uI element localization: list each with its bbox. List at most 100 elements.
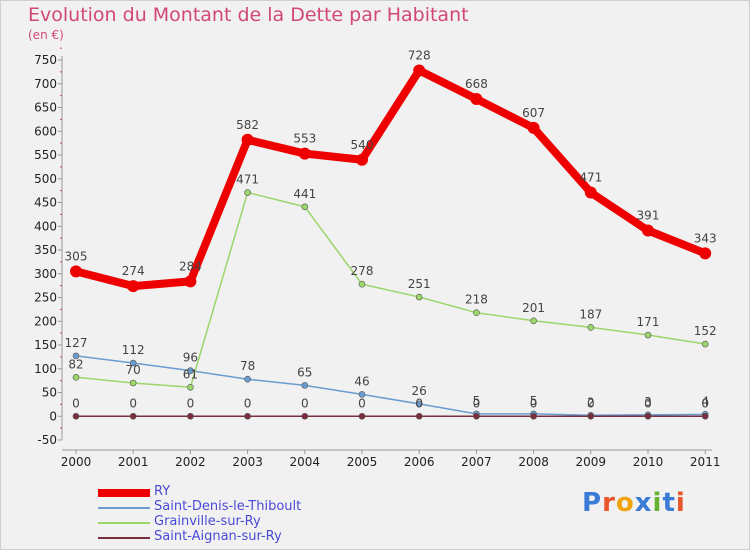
data-point (129, 359, 137, 367)
data-label: 607 (522, 106, 545, 120)
data-point (241, 133, 254, 146)
x-tick-label: 2007 (461, 455, 492, 469)
data-point (527, 121, 540, 134)
series-line-1 (75, 355, 706, 417)
logo-letter: P (582, 488, 603, 518)
x-tick-label: 2008 (518, 455, 549, 469)
data-point (470, 92, 483, 105)
data-point (358, 391, 366, 398)
data-point (701, 340, 709, 348)
data-label: 82 (68, 357, 83, 371)
data-point (358, 412, 366, 420)
data-label: 46 (354, 374, 369, 388)
y-tick-label: 550 (34, 148, 57, 162)
data-label: 251 (408, 277, 431, 291)
data-label: 171 (637, 315, 660, 329)
data-label: 0 (415, 396, 423, 410)
data-point (301, 203, 309, 211)
data-point (587, 324, 595, 331)
logo-letter: i (652, 488, 663, 518)
data-point (699, 247, 712, 260)
data-label: 471 (236, 173, 259, 187)
y-tick-label: 150 (34, 338, 57, 352)
data-point (70, 265, 82, 278)
data-label: 278 (351, 264, 374, 278)
data-point (72, 352, 80, 360)
x-tick-label: 2002 (175, 455, 206, 469)
data-point (72, 412, 80, 420)
series-line-2 (75, 191, 706, 389)
data-label: 284 (179, 259, 202, 273)
data-point (358, 280, 366, 288)
data-label: 0 (301, 396, 309, 410)
data-label: 187 (579, 307, 602, 321)
data-label: 0 (644, 396, 652, 410)
legend-label: Grainville-sur-Ry (154, 514, 261, 529)
data-label: 274 (122, 264, 145, 278)
data-label: 61 (183, 367, 198, 381)
y-tick-label: -50 (37, 433, 57, 447)
data-point (187, 383, 194, 391)
data-point (298, 147, 311, 160)
data-point (415, 293, 423, 301)
y-tick-label: 300 (34, 267, 57, 281)
data-point (244, 375, 251, 383)
y-tick-label: 400 (34, 219, 57, 233)
data-label: 5 (530, 394, 538, 408)
x-tick-label: 2004 (290, 455, 321, 469)
data-point (473, 412, 480, 420)
y-tick-label: 650 (34, 101, 57, 115)
data-label: 0 (244, 396, 252, 410)
x-tick-label: 2005 (347, 455, 378, 469)
data-point (644, 331, 652, 339)
data-point (187, 367, 194, 374)
x-tick-label: 2006 (404, 455, 435, 469)
data-label: 4 (701, 394, 709, 408)
data-point (587, 412, 595, 420)
data-label: 343 (694, 231, 717, 245)
data-label: 78 (240, 359, 255, 373)
data-point (184, 275, 197, 288)
data-point (127, 280, 140, 293)
data-label: 441 (293, 187, 316, 201)
chart-unit: (en €) (28, 28, 64, 42)
data-label: 0 (72, 396, 80, 410)
data-label: 2 (587, 395, 595, 409)
data-label: 0 (530, 396, 538, 410)
data-label: 65 (297, 365, 312, 379)
x-tick-label: 2003 (232, 455, 263, 469)
data-label: 218 (465, 293, 488, 307)
y-tick-label: 350 (34, 243, 57, 257)
chart-title: Evolution du Montant de la Dette par Hab… (28, 4, 469, 26)
x-tick-label: 2009 (576, 455, 607, 469)
x-tick-label: 2001 (118, 455, 149, 469)
data-label: 3 (644, 395, 652, 409)
data-label: 471 (579, 171, 602, 185)
legend-label: RY (154, 484, 171, 499)
data-label: 0 (358, 396, 366, 410)
y-tick-label: 200 (34, 314, 57, 328)
data-label: 5 (473, 394, 481, 408)
x-tick-label: 2011 (690, 455, 721, 469)
y-tick-label: 250 (34, 291, 57, 305)
data-point (187, 412, 194, 420)
proxiti-logo: Proxiti (582, 488, 686, 518)
data-label: 127 (65, 336, 88, 350)
data-point (584, 186, 597, 199)
data-label: 152 (694, 324, 717, 338)
data-label: 553 (293, 132, 316, 146)
data-point (301, 382, 309, 389)
y-tick-label: 500 (34, 172, 57, 186)
logo-letter: t (662, 488, 676, 518)
y-tick-label: 0 (49, 409, 57, 423)
data-point (644, 412, 652, 420)
chart-axes: -500501001502002503003504004505005506006… (34, 47, 721, 469)
logo-letter: x (634, 488, 653, 518)
legend-label: Saint-Denis-le-Thiboult (154, 499, 302, 514)
legend-label: Saint-Aignan-sur-Ry (154, 529, 282, 544)
data-point (301, 412, 309, 420)
legend-swatch (98, 537, 150, 539)
data-point (72, 373, 80, 381)
legend-swatch (98, 507, 150, 509)
